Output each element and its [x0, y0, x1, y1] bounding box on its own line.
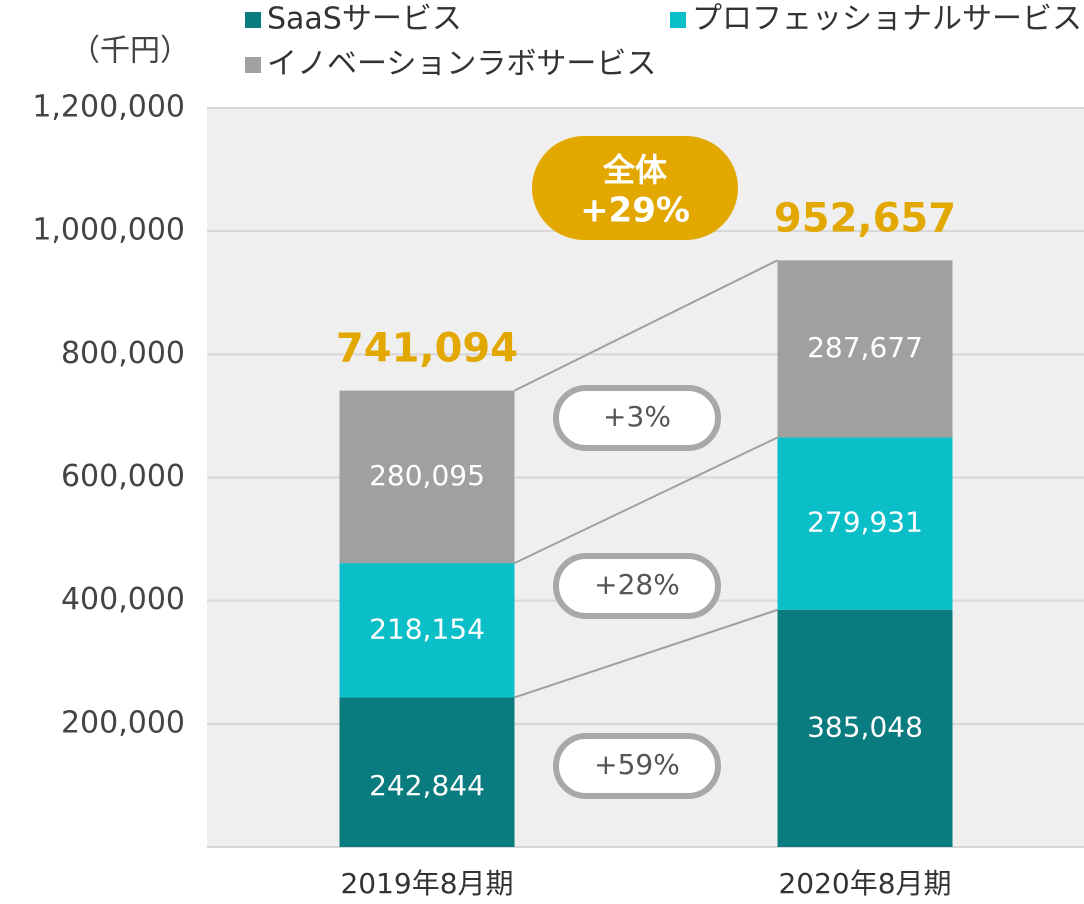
legend-swatch [245, 57, 261, 73]
growth-pill [553, 385, 721, 451]
total-growth-badge [532, 136, 738, 240]
bar-segment [777, 609, 953, 847]
bar-segment [339, 697, 515, 847]
y-tick-label: 200,000 [61, 705, 185, 740]
x-tick-label: 2019年8月期 [340, 867, 513, 900]
bar-segment [339, 563, 515, 698]
x-tick-label: 2020年8月期 [778, 867, 951, 900]
legend-swatch [245, 12, 261, 28]
total-growth-label: +29% [580, 191, 690, 231]
value-label: 280,095 [369, 459, 485, 492]
y-tick-label: 800,000 [61, 336, 185, 371]
growth-label: +28% [594, 568, 680, 601]
y-tick-label: 1,000,000 [32, 213, 185, 248]
bar-segment [777, 437, 953, 610]
y-tick-label: 600,000 [61, 459, 185, 494]
legend-label: イノベーションラボサービス [267, 47, 656, 82]
growth-pill [553, 553, 721, 619]
legend-label: プロフェッショナルサービス [692, 2, 1082, 37]
bar-segment [339, 390, 515, 564]
y-tick-label: 400,000 [61, 582, 185, 617]
connector [514, 608, 778, 699]
total-growth-label: 全体 [602, 151, 667, 189]
unit-label: （千円） [70, 34, 190, 69]
value-label: 385,048 [807, 710, 923, 743]
connector [514, 436, 778, 565]
legend-swatch [670, 12, 686, 28]
value-label: 279,931 [807, 506, 923, 539]
value-label: 287,677 [807, 331, 923, 364]
growth-label: +59% [594, 748, 680, 781]
value-label: 242,844 [369, 769, 485, 802]
legend-label: SaaSサービス [267, 2, 462, 37]
total-label: 741,094 [336, 326, 518, 372]
bar-segment [777, 260, 953, 438]
value-label: 218,154 [369, 612, 485, 645]
y-tick-label: 1,200,000 [32, 90, 185, 125]
connector [514, 259, 778, 392]
total-label: 952,657 [774, 195, 956, 241]
growth-label: +3% [603, 400, 671, 433]
growth-pill [553, 733, 721, 799]
